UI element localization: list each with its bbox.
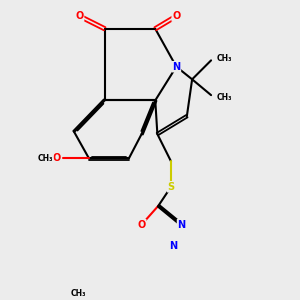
Text: O: O bbox=[53, 153, 61, 163]
Text: CH₃: CH₃ bbox=[217, 92, 232, 101]
Text: O: O bbox=[172, 11, 181, 21]
Text: CH₃: CH₃ bbox=[38, 154, 53, 163]
Text: CH₃: CH₃ bbox=[217, 54, 232, 63]
Text: N: N bbox=[169, 241, 177, 251]
Text: O: O bbox=[137, 220, 146, 230]
Text: N: N bbox=[172, 62, 180, 72]
Text: CH₃: CH₃ bbox=[71, 289, 86, 298]
Text: O: O bbox=[75, 11, 84, 21]
Text: N: N bbox=[178, 220, 186, 230]
Text: S: S bbox=[167, 182, 175, 192]
